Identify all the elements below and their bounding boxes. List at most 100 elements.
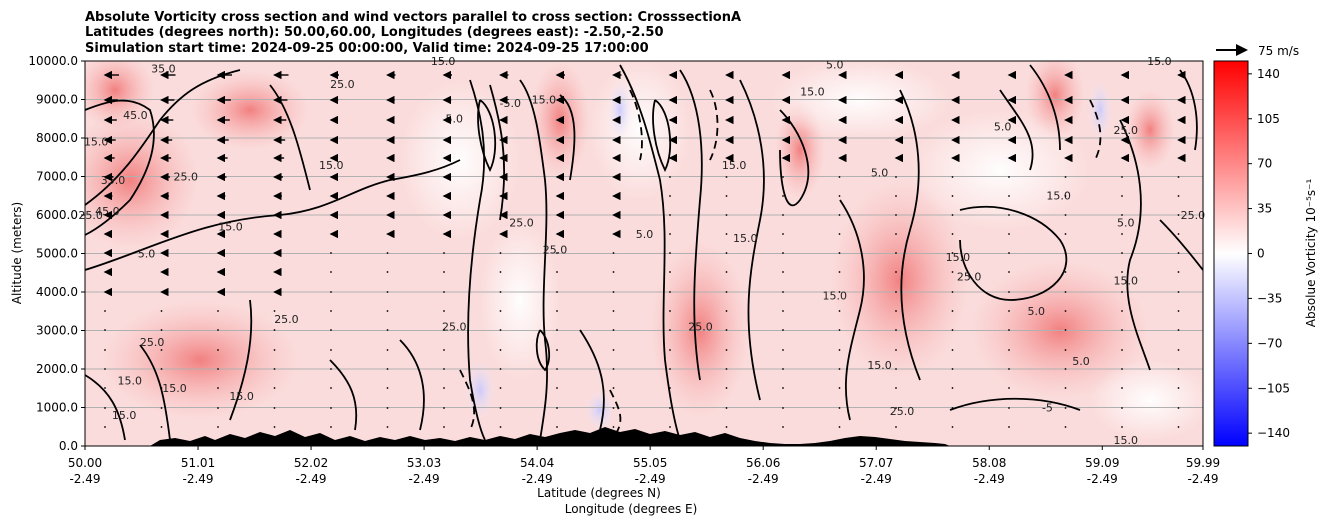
y-tick-label: 6000.0 — [36, 208, 78, 222]
wind-vector — [838, 271, 841, 273]
wind-vector — [556, 271, 558, 273]
x-tick-label-lat: 50.00 — [68, 456, 102, 470]
contour-label: 15.0 — [733, 232, 758, 245]
contour-line — [85, 69, 241, 206]
wind-vector — [499, 291, 502, 293]
x-tick-label-lon: -2.49 — [1087, 472, 1118, 486]
wind-vector — [330, 349, 332, 351]
contour-label: 25.0 — [330, 78, 355, 91]
x-tick-label-lat: 56.06 — [746, 456, 780, 470]
contour-label: 5.0 — [1072, 355, 1090, 368]
wind-vector — [1121, 233, 1123, 235]
wind-vector — [838, 195, 841, 197]
wind-vector — [612, 387, 615, 389]
contour-line — [269, 84, 311, 191]
wind-vector — [895, 407, 897, 409]
wind-vector — [1064, 349, 1067, 351]
wind-vector — [160, 329, 163, 331]
wind-vector — [1008, 176, 1010, 178]
contour-label: 25.0 — [140, 336, 165, 349]
wind-vector — [725, 176, 728, 178]
y-tick-label: 9000.0 — [36, 93, 78, 107]
wind-vector — [725, 349, 728, 351]
wind-vector — [1177, 176, 1180, 178]
contour-label: 15.0 — [800, 86, 825, 99]
wind-vector — [895, 349, 897, 351]
contour-line — [739, 79, 765, 401]
wind-vector — [556, 329, 558, 331]
wind-vector — [895, 310, 897, 312]
contour-label: 15.0 — [1114, 274, 1139, 287]
contour-line — [399, 339, 425, 431]
wind-vector — [1008, 407, 1010, 409]
wind-vector — [669, 271, 671, 273]
x-tick-label-lon: -2.49 — [861, 472, 892, 486]
wind-vector — [895, 387, 897, 389]
wind-vector — [1121, 252, 1123, 254]
contour-line — [1119, 119, 1151, 371]
wind-vector — [725, 329, 728, 331]
wind-vector — [386, 310, 389, 312]
wind-vector — [273, 368, 276, 370]
wind-vector — [1121, 176, 1123, 178]
contour-label: 5.0 — [1117, 217, 1135, 230]
wind-vector — [499, 310, 502, 312]
wind-vector — [838, 387, 841, 389]
wind-vector — [669, 214, 671, 216]
wind-vector — [499, 349, 502, 351]
wind-vector — [725, 426, 728, 428]
wind-vector — [1064, 252, 1067, 254]
wind-vector — [1008, 252, 1010, 254]
wind-vector — [1064, 176, 1067, 178]
x-tick-label-lon: -2.49 — [1187, 472, 1218, 486]
wind-vector — [1008, 271, 1010, 273]
wind-vector — [386, 407, 389, 409]
wind-vector — [1177, 407, 1180, 409]
wind-vector — [895, 233, 897, 235]
wind-vector — [1177, 329, 1180, 331]
contour-label: 15.0 — [823, 290, 848, 303]
x-tick-label-lon: -2.49 — [296, 472, 327, 486]
wind-vector — [1177, 310, 1180, 312]
wind-vector — [782, 349, 784, 351]
wind-vector — [782, 368, 784, 370]
contour-label: 15.0 — [1046, 190, 1071, 203]
y-tick-label: 7000.0 — [36, 170, 78, 184]
wind-vector — [951, 329, 954, 331]
wind-vector — [669, 195, 671, 197]
wind-vector — [160, 310, 163, 312]
wind-vector — [104, 407, 106, 409]
wind-vector — [160, 387, 163, 389]
wind-vector — [1177, 214, 1180, 216]
wind-vector — [556, 368, 558, 370]
wind-vector — [725, 407, 728, 409]
contour-label: 25.0 — [688, 321, 713, 334]
wind-vector — [612, 271, 615, 273]
wind-vector — [104, 349, 106, 351]
wind-vector — [725, 195, 728, 197]
wind-vector — [160, 426, 163, 428]
y-axis: 0.0 1000.0 2000.0 3000.0 4000.0 5000.0 6000.0 7… — [28, 54, 85, 453]
wind-vector — [669, 291, 671, 293]
contour-label: 15.0 — [84, 136, 109, 149]
wind-vector — [612, 252, 615, 254]
contour-line — [899, 89, 921, 381]
colorbar-label: Absolue Vorticity 10⁻⁵s⁻¹ — [1304, 179, 1318, 328]
wind-vector — [725, 368, 728, 370]
contour-label: 15.0 — [946, 251, 971, 264]
x-tick-label-lon: -2.49 — [635, 472, 666, 486]
contour-label: 15.0 — [722, 159, 747, 172]
colorbar-tick-label: 0 — [1257, 247, 1265, 261]
wind-vector — [104, 426, 106, 428]
contour-label: 5.0 — [138, 247, 156, 260]
colorbar-tick-label: −140 — [1257, 426, 1290, 440]
wind-vector — [782, 271, 784, 273]
wind-vector — [499, 407, 502, 409]
contour-label: -5 — [1042, 401, 1053, 414]
contour-line — [535, 329, 551, 372]
contour-line — [679, 69, 703, 381]
wind-vector — [273, 426, 276, 428]
contour-label: 15.0 — [118, 374, 143, 387]
wind-vector — [1064, 214, 1067, 216]
